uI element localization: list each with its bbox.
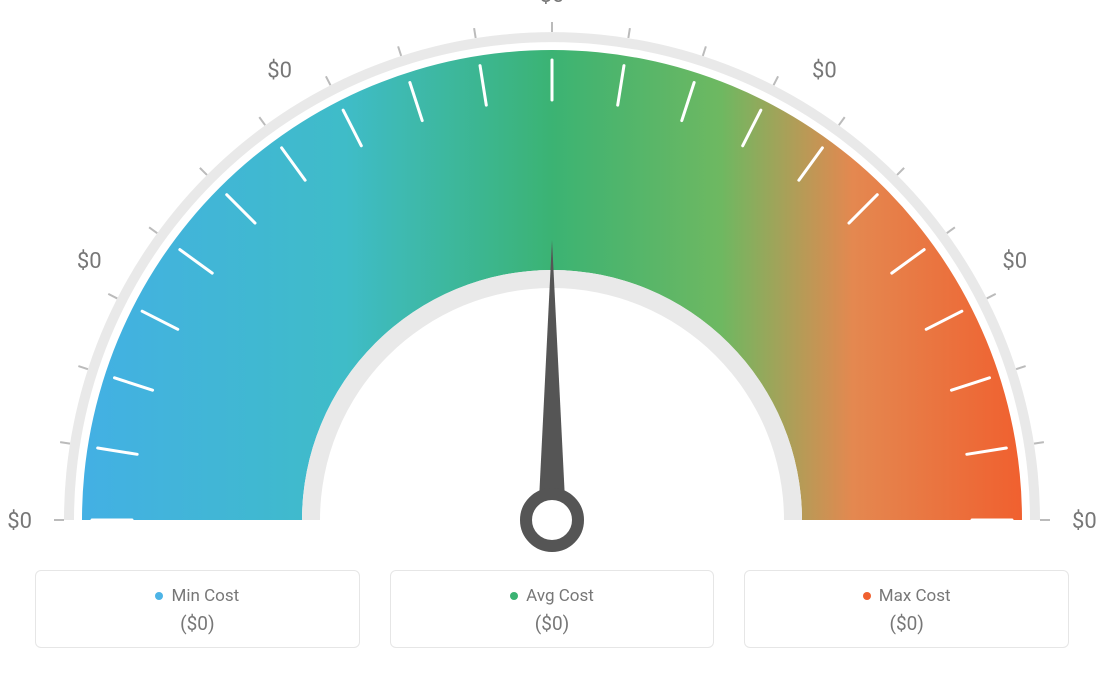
legend-value-min: ($0): [46, 612, 349, 635]
legend-value-avg: ($0): [401, 612, 704, 635]
legend-dot-max: [863, 592, 871, 600]
legend-card-min: Min Cost ($0): [35, 570, 360, 648]
legend-label-min: Min Cost: [171, 586, 239, 606]
gauge-tick-label: $0: [812, 59, 837, 84]
legend-card-max: Max Cost ($0): [744, 570, 1069, 648]
legend-label-avg: Avg Cost: [526, 586, 594, 606]
legend-row: Min Cost ($0) Avg Cost ($0) Max Cost ($0…: [0, 570, 1104, 648]
gauge-tick-label: $0: [1072, 509, 1097, 534]
legend-value-max: ($0): [755, 612, 1058, 635]
cost-gauge-widget: $0 $0 $0 $0 $0 $0 $0 Min Cost ($0) Avg Cost ($…: [0, 0, 1104, 690]
gauge-tick-label: $0: [77, 249, 102, 274]
gauge-tick-label: $0: [540, 0, 565, 8]
legend-label-max: Max Cost: [879, 586, 951, 606]
legend-title-avg: Avg Cost: [510, 586, 594, 606]
gauge-chart: $0 $0 $0 $0 $0 $0 $0: [0, 0, 1104, 560]
gauge-hub: [526, 494, 578, 546]
gauge-tick-label: $0: [267, 59, 292, 84]
legend-card-avg: Avg Cost ($0): [390, 570, 715, 648]
legend-title-min: Min Cost: [155, 586, 239, 606]
gauge-tick-label: $0: [7, 509, 32, 534]
legend-dot-avg: [510, 592, 518, 600]
legend-title-max: Max Cost: [863, 586, 951, 606]
gauge-svg: $0 $0 $0 $0 $0 $0 $0: [0, 0, 1104, 560]
legend-dot-min: [155, 592, 163, 600]
gauge-tick-label: $0: [1002, 249, 1027, 274]
